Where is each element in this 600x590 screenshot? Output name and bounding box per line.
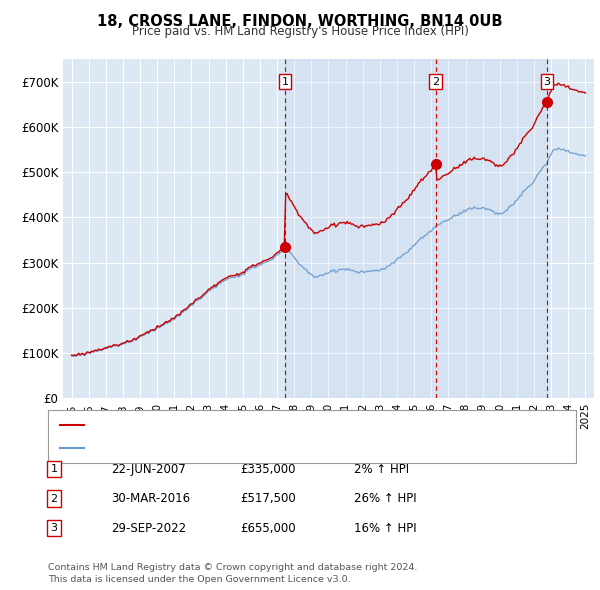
Text: 2: 2 <box>432 77 439 87</box>
Text: Contains HM Land Registry data © Crown copyright and database right 2024.: Contains HM Land Registry data © Crown c… <box>48 563 418 572</box>
Text: 1: 1 <box>50 464 58 474</box>
Text: 16% ↑ HPI: 16% ↑ HPI <box>354 522 416 535</box>
Text: 2% ↑ HPI: 2% ↑ HPI <box>354 463 409 476</box>
Text: 29-SEP-2022: 29-SEP-2022 <box>111 522 186 535</box>
Bar <box>285 59 547 398</box>
Text: 2: 2 <box>50 494 58 503</box>
Text: 30-MAR-2016: 30-MAR-2016 <box>111 492 190 505</box>
Text: Price paid vs. HM Land Registry's House Price Index (HPI): Price paid vs. HM Land Registry's House … <box>131 25 469 38</box>
Text: This data is licensed under the Open Government Licence v3.0.: This data is licensed under the Open Gov… <box>48 575 350 584</box>
Text: £655,000: £655,000 <box>240 522 296 535</box>
Text: 26% ↑ HPI: 26% ↑ HPI <box>354 492 416 505</box>
Text: HPI: Average price, detached house, Arun: HPI: Average price, detached house, Arun <box>87 443 315 453</box>
Text: 3: 3 <box>50 523 58 533</box>
Text: 18, CROSS LANE, FINDON, WORTHING, BN14 0UB: 18, CROSS LANE, FINDON, WORTHING, BN14 0… <box>97 14 503 28</box>
Text: £335,000: £335,000 <box>240 463 296 476</box>
Text: 18, CROSS LANE, FINDON, WORTHING, BN14 0UB (detached house): 18, CROSS LANE, FINDON, WORTHING, BN14 0… <box>87 420 458 430</box>
Text: 22-JUN-2007: 22-JUN-2007 <box>111 463 186 476</box>
Text: 1: 1 <box>281 77 289 87</box>
Text: £517,500: £517,500 <box>240 492 296 505</box>
Text: 3: 3 <box>544 77 550 87</box>
